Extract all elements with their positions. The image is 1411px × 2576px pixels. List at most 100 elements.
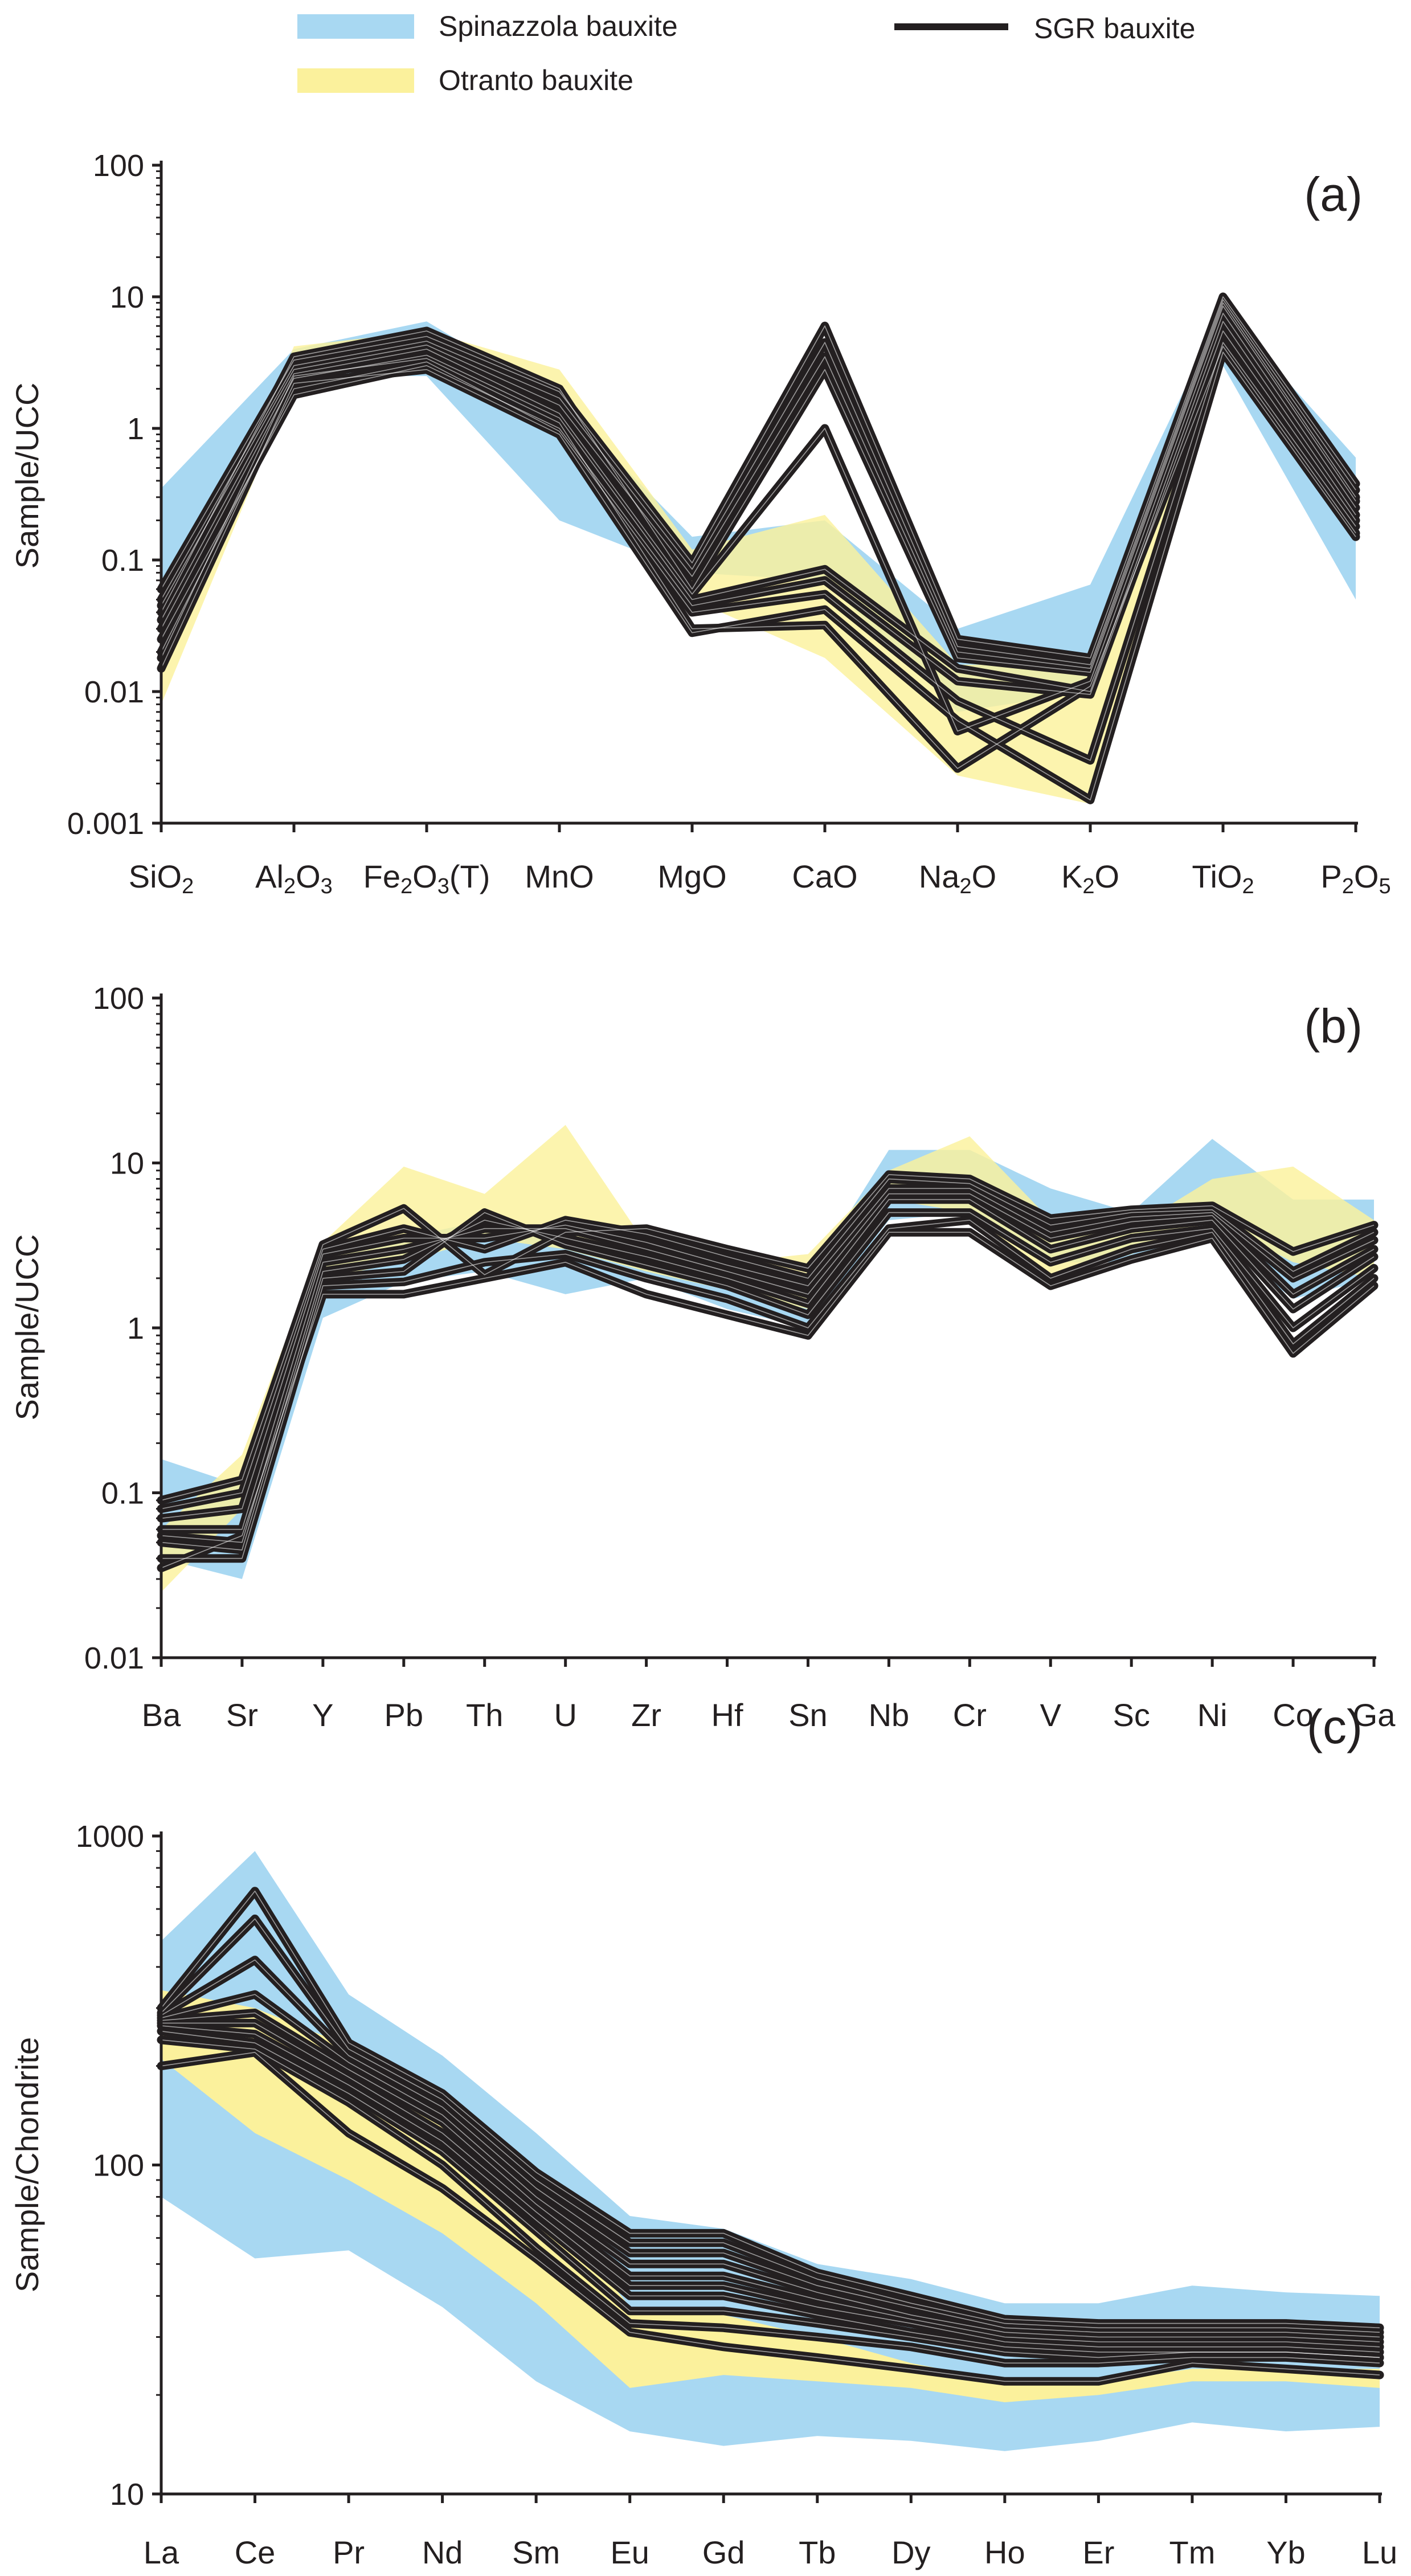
x-category-label: Er [1082,2534,1114,2570]
y-tick-label: 100 [93,982,144,1016]
axes-b: 0.01 0.1 1 10 100 Ba Sr Y Pb Th U Zr Hf Sn Nb Cr V Sc Ni Co… [84,982,1396,1733]
y-tick-label: 1 [127,412,144,446]
legend-swatch-spinazzola [297,14,414,39]
x-category-label: La [144,2534,179,2570]
sgr-series-highlight [161,2022,1380,2353]
x-category-label: Pr [333,2534,365,2570]
x-category-label: Eu [610,2534,649,2570]
spinazzola-band [161,309,1356,712]
sgr-series-highlight [161,1232,1375,1569]
otranto-band [161,1125,1374,1592]
x-category-label: MnO [525,858,594,894]
y-tick-label: 0.1 [101,543,144,578]
x-category-label: Gd [702,2534,745,2570]
y-tick-label: 0.1 [101,1477,144,1511]
y-tick-label: 100 [93,2149,144,2183]
legend: Spinazzola bauxite Otranto bauxite SGR b… [297,10,1195,96]
x-category-label: Na2O [919,858,996,898]
sgr-series-highlight [161,305,1356,673]
series-layer-b [157,1170,1379,1572]
x-category-label: Ce [235,2534,276,2570]
sgr-series-highlight [161,346,1356,769]
x-category-label: Sm [512,2534,560,2570]
x-category-label: Zr [631,1697,661,1733]
panel-tag-b: (b) [1304,999,1363,1053]
band-layer-b [161,1125,1374,1592]
x-category-label: Tb [799,2534,836,2570]
x-category-label: MgO [657,858,726,894]
y-tick-label: 10 [110,1147,144,1181]
sgr-series-highlight [161,330,1356,695]
chart-panel-a: 0.001 0.01 0.1 1 10 100 SiO2 Al2O3 Fe2O3(T) MnO Mg… [9,149,1391,898]
sgr-series-highlight [161,2012,1380,2348]
sgr-series-highlight [161,1178,1375,1510]
x-category-label: Nd [422,2534,463,2570]
band-layer-a [161,302,1356,804]
x-category-label: Lu [1362,2534,1397,2570]
sgr-series-highlight [161,1193,1375,1530]
y-tick-label: 1 [127,1311,144,1346]
x-category-label: Ni [1197,1697,1228,1733]
sgr-series-highlight [161,313,1356,732]
sgr-series-highlight [161,2025,1380,2358]
y-tick-label: 100 [93,149,144,183]
x-category-label: U [554,1697,576,1733]
x-category-label: TiO2 [1192,858,1254,898]
legend-swatch-otranto [297,68,414,93]
sgr-series-highlight [161,302,1356,669]
x-category-label: Pb [385,1697,424,1733]
otranto-band [161,302,1356,804]
x-category-label: Nb [869,1697,910,1733]
y-axis-title-b: Sample/UCC [9,1234,45,1421]
sgr-series-highlight [161,296,1356,659]
x-category-label: SiO2 [129,858,194,898]
sgr-series-highlight [161,1188,1375,1519]
series-layer-c [157,1887,1384,2386]
sgr-series-highlight [161,1994,1380,2342]
chart-panel-c: 10 100 1000 La Ce Pr Nd Sm Eu Gd Tb Dy Ho Er Tm Yb Lu Sa… [9,1700,1397,2570]
x-category-label: CaO [792,858,857,894]
panel-tag-c: (c) [1307,1700,1363,1753]
y-tick-label: 10 [110,2477,144,2512]
x-category-label: Dy [891,2534,930,2570]
x-category-label: Tm [1169,2534,1215,2570]
x-category-label: Sc [1113,1697,1150,1733]
y-tick-label: 0.001 [67,807,144,841]
legend-label-sgr: SGR bauxite [1034,13,1195,44]
x-category-label: Sn [788,1697,828,1733]
legend-label-spinazzola: Spinazzola bauxite [439,10,678,42]
x-category-label: Hf [711,1697,743,1733]
sgr-series-highlight [161,2030,1380,2358]
sgr-series-highlight [161,1212,1375,1551]
sgr-series-highlight [161,351,1356,801]
x-category-label: Ho [984,2534,1025,2570]
legend-label-otranto: Otranto bauxite [439,64,633,96]
y-tick-label: 0.01 [84,675,144,709]
x-category-label: Co [1273,1697,1314,1733]
x-category-label: K2O [1061,858,1119,898]
x-category-label: Al2O3 [255,858,333,898]
y-axis-title-c: Sample/Chondrite [9,2037,45,2292]
x-category-label: Fe2O3(T) [363,858,490,898]
series-layer-a [157,292,1360,804]
axes-a: 0.001 0.01 0.1 1 10 100 SiO2 Al2O3 Fe2O3(T) MnO Mg… [67,149,1391,898]
x-category-label: Sr [226,1697,258,1733]
y-tick-label: 10 [110,280,144,314]
sgr-series-highlight [161,1890,1380,2329]
y-tick-label: 0.01 [84,1641,144,1675]
axes-c: 10 100 1000 La Ce Pr Nd Sm Eu Gd Tb Dy Ho Er Tm Yb Lu [76,1819,1397,2570]
chart-panel-b: 0.01 0.1 1 10 100 Ba Sr Y Pb Th U Zr Hf Sn Nb Cr V Sc Ni Co… [9,982,1396,1733]
spinazzola-band [161,1851,1380,2451]
panel-tag-a: (a) [1304,167,1363,221]
sgr-series-highlight [161,1918,1380,2333]
sgr-series-highlight [161,2039,1380,2364]
x-category-label: Cr [953,1697,987,1733]
sgr-series-highlight [161,2052,1380,2382]
sgr-series-highlight [161,1174,1375,1501]
sgr-series-highlight [161,1959,1380,2338]
x-category-label: Ga [1353,1697,1396,1733]
x-category-label: Th [466,1697,503,1733]
sgr-series-highlight [161,342,1356,761]
y-axis-title-a: Sample/UCC [9,383,45,569]
